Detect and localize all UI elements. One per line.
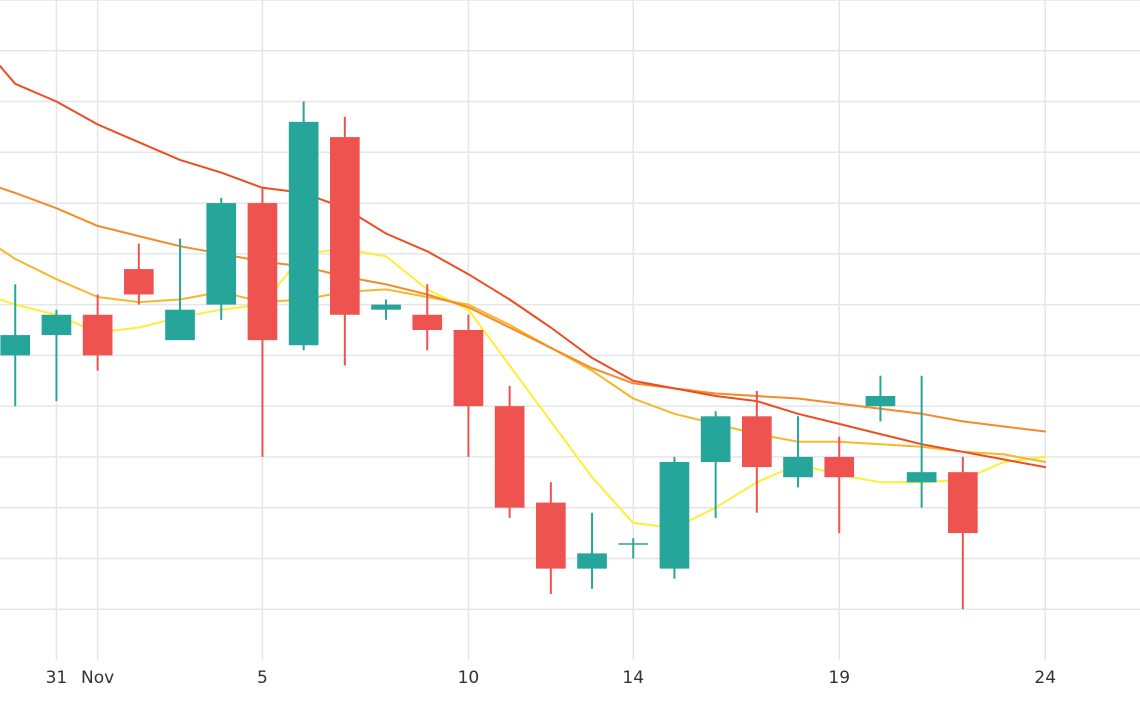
candle-14 — [577, 512, 607, 589]
candle-body — [906, 472, 937, 483]
x-tick-label: Nov — [81, 668, 114, 688]
candles — [0, 101, 978, 610]
candle-body — [453, 330, 484, 407]
candle-5 — [206, 198, 237, 320]
moving-average-lines — [0, 65, 1047, 529]
candle-12 — [494, 385, 525, 518]
x-axis-ticks: 31 Nov 5 10 14 19 24 — [46, 668, 1056, 688]
x-tick-label: 24 — [1034, 668, 1056, 688]
candle-2 — [82, 294, 113, 371]
candle-15 — [618, 538, 649, 559]
candle-22 — [906, 375, 937, 508]
candle-body — [0, 335, 31, 356]
candle-10 — [412, 284, 443, 351]
candle-23 — [948, 456, 978, 610]
candle-body — [41, 314, 72, 336]
candle-body — [247, 203, 278, 341]
candle-body — [783, 456, 813, 478]
candle-body — [288, 121, 319, 346]
candle-11 — [453, 314, 484, 457]
x-tick-label: 5 — [257, 668, 268, 688]
candle-body — [330, 137, 360, 315]
candle-body — [536, 502, 566, 569]
x-tick-label: 31 — [46, 668, 68, 688]
candle-body — [618, 543, 649, 545]
moving-average-line-4 — [0, 65, 1047, 469]
candle-17 — [700, 411, 731, 518]
candle-20 — [824, 436, 855, 534]
candle-18 — [742, 390, 772, 513]
candle-body — [577, 553, 607, 569]
candle-body — [494, 406, 525, 508]
candle-0 — [0, 284, 31, 407]
candle-body — [824, 456, 855, 478]
candle-body — [948, 472, 978, 534]
candle-body — [371, 304, 401, 310]
candle-4 — [165, 238, 195, 341]
candle-body — [742, 416, 772, 468]
candle-8 — [330, 116, 360, 366]
candle-body — [165, 309, 195, 341]
candle-body — [206, 203, 237, 305]
candle-3 — [124, 243, 154, 305]
candle-body — [82, 314, 113, 356]
candle-1 — [41, 309, 72, 402]
moving-average-line-2 — [0, 247, 1047, 463]
candle-16 — [659, 456, 690, 579]
x-tick-label: 10 — [458, 668, 480, 688]
candle-body — [659, 462, 690, 569]
candle-9 — [371, 299, 401, 320]
candle-body — [700, 416, 731, 462]
candle-7 — [288, 101, 319, 351]
candle-21 — [865, 375, 896, 422]
candle-body — [865, 396, 896, 407]
moving-average-line-1 — [0, 247, 1047, 529]
candle-body — [124, 269, 154, 295]
candle-13 — [536, 482, 566, 594]
x-tick-label: 14 — [622, 668, 644, 688]
moving-average-line-3 — [0, 186, 1047, 433]
candle-19 — [783, 416, 813, 488]
candle-6 — [247, 187, 278, 457]
candle-body — [412, 314, 443, 330]
x-tick-label: 19 — [828, 668, 850, 688]
